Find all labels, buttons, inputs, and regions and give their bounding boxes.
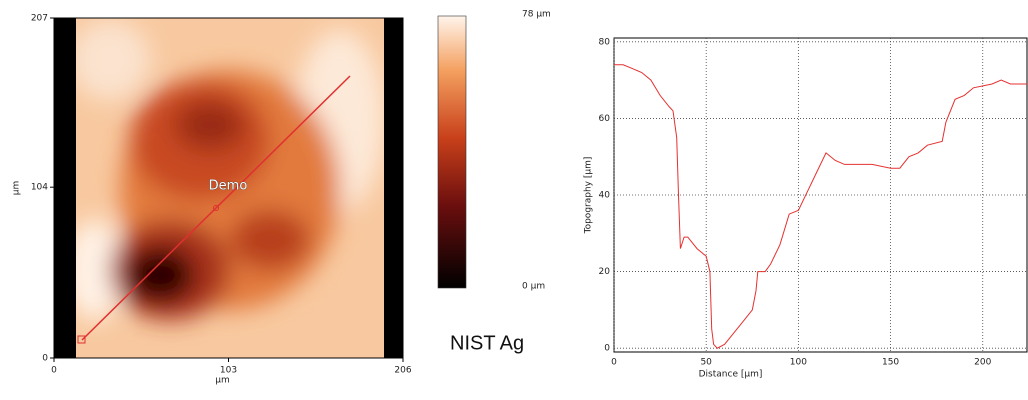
x-tick-label: 100 xyxy=(790,358,807,368)
y-tick-label: 80 xyxy=(599,37,611,47)
caption: NIST Ag xyxy=(450,332,524,354)
x-tick-label: 200 xyxy=(974,358,991,368)
y-tick-label: 20 xyxy=(599,267,611,277)
x-tick-label: 150 xyxy=(882,358,899,368)
annotation: Demo xyxy=(209,179,248,194)
y-tick-label: 40 xyxy=(599,191,611,201)
x-axis-label: Distance [µm] xyxy=(699,370,763,380)
y-tick-label: 60 xyxy=(599,114,611,124)
y-tick-label: 0 xyxy=(604,344,610,354)
y-axis-label: Topography [µm] xyxy=(584,157,594,235)
profile-line-overlay xyxy=(77,75,351,344)
colorbar-label: 0 µm xyxy=(522,282,545,292)
y-tick-label: 207 xyxy=(31,14,48,24)
profile-line xyxy=(614,64,1027,349)
y-tick-label: 0 xyxy=(42,354,48,364)
x-tick-label: 103 xyxy=(220,366,237,376)
x-tick-label: 0 xyxy=(51,366,57,376)
y-tick-label: 104 xyxy=(31,183,48,193)
x-axis-label: µm xyxy=(215,376,230,386)
colorbar-label: 78 µm xyxy=(522,10,551,20)
x-tick-label: 50 xyxy=(700,358,712,368)
x-tick-label: 0 xyxy=(611,358,617,368)
x-tick-label: 206 xyxy=(394,366,411,376)
heatmap xyxy=(54,15,467,358)
y-axis-label: µm xyxy=(12,181,22,196)
